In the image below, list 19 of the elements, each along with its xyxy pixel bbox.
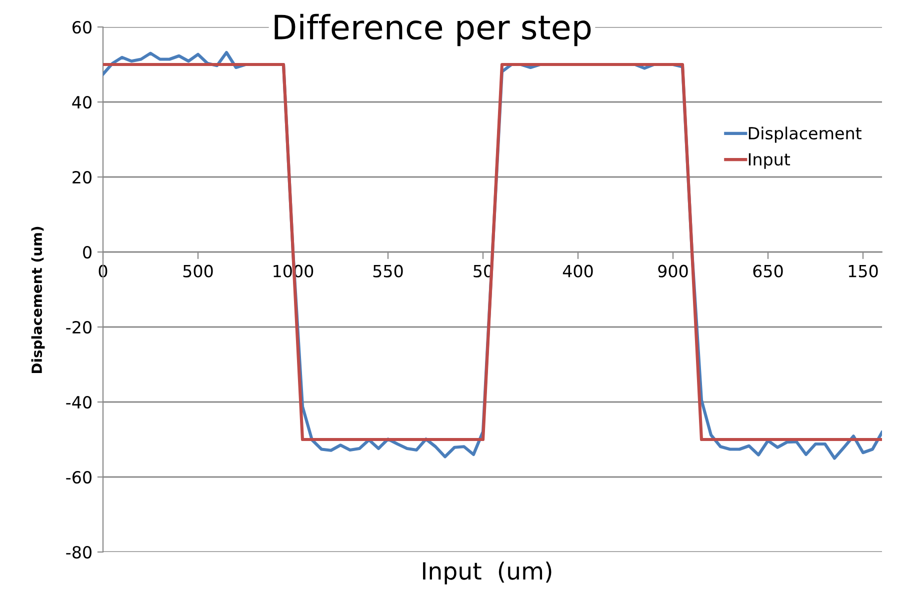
y-tick-label: -60 <box>66 470 92 484</box>
x-tick-label: 550 <box>373 264 403 278</box>
x-tick-label: 900 <box>658 264 688 278</box>
x-tick-label: 500 <box>183 264 213 278</box>
legend-label: Input <box>748 153 790 169</box>
y-tick-label: 60 <box>72 20 92 34</box>
y-tick-label: -20 <box>66 320 92 334</box>
y-axis-title: Displacement (um) <box>31 226 45 374</box>
chart-title: Difference per step <box>274 14 591 46</box>
x-tick-label: 650 <box>753 264 783 278</box>
y-tick-label: 20 <box>72 170 92 184</box>
x-axis-title: Input (um) <box>423 562 552 584</box>
x-tick-label: 150 <box>848 264 878 278</box>
y-tick-label: 40 <box>72 96 92 109</box>
y-tick-label: -40 <box>66 396 92 409</box>
y-tick-label: 0 <box>83 246 92 259</box>
y-tick-label: -80 <box>66 546 92 559</box>
x-tick-label: 400 <box>562 264 593 278</box>
legend-label: Displacement <box>748 126 862 143</box>
